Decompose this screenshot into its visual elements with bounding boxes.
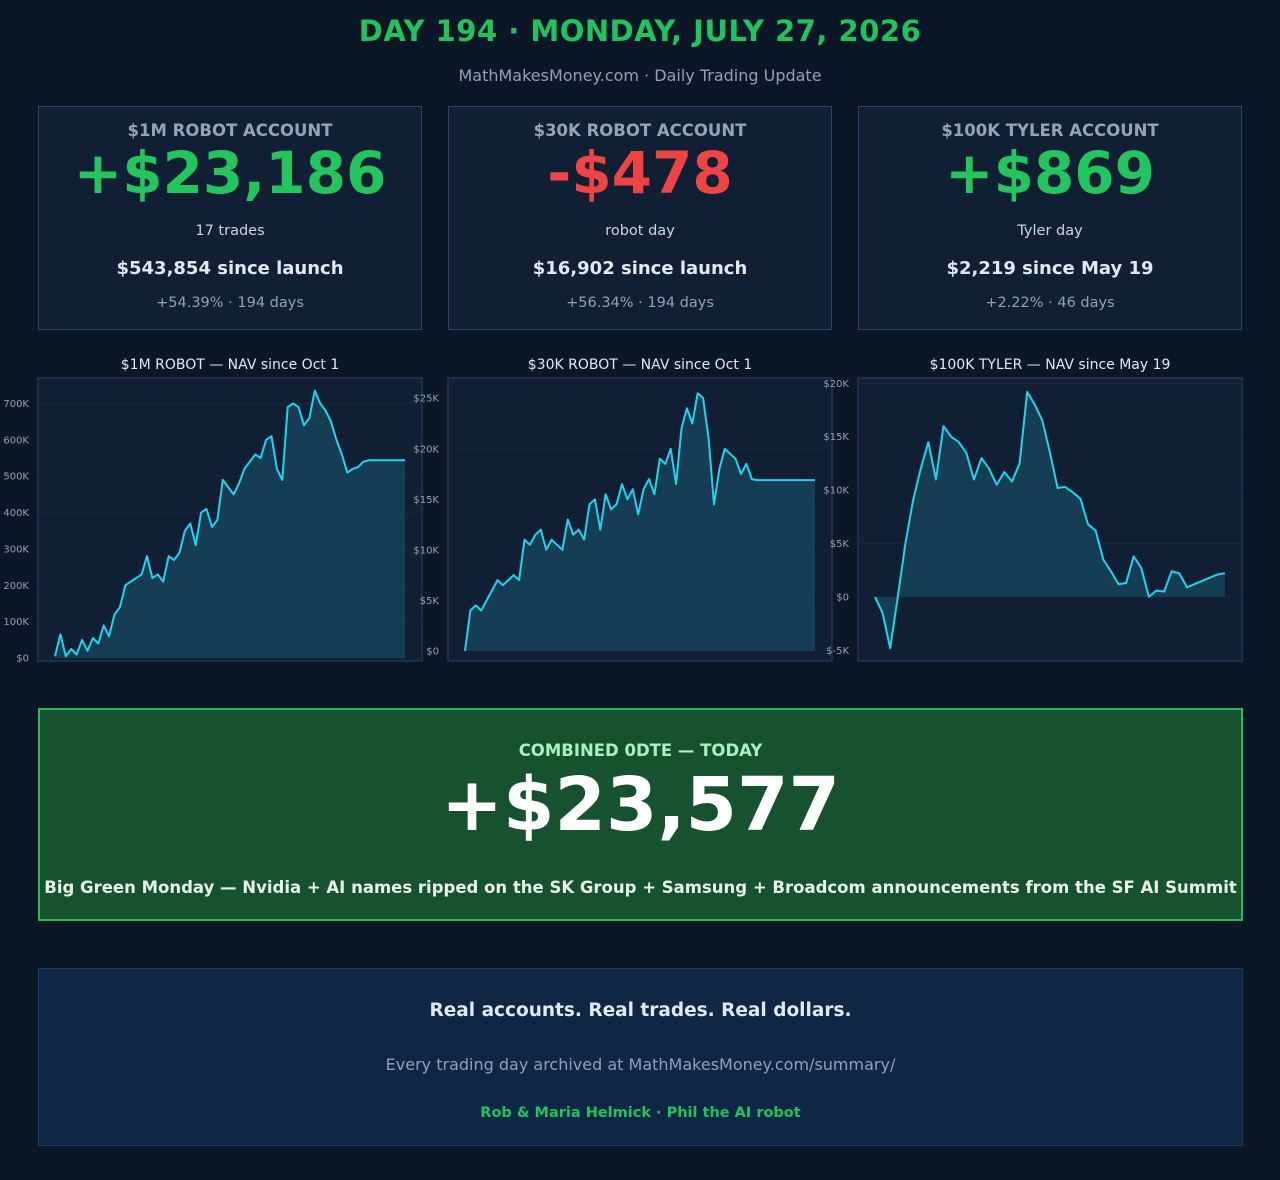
card-100k-tyler: $100K TYLER ACCOUNT +$869 Tyler day $2,2… [858, 106, 1242, 330]
y-tick-label: $0 [426, 646, 439, 657]
nav-area-fill [875, 391, 1225, 649]
card-account-name: $30K ROBOT ACCOUNT [533, 121, 747, 140]
nav-charts: $0 100K 200K 300K 400K 500K 600K 700K $0 $5K $10K $… [3, 377, 1243, 665]
footer-archive-link: Every trading day archived at MathMakesM… [385, 1055, 896, 1074]
y-tick-label: $20K [823, 379, 849, 390]
card-detail: Tyler day [1017, 223, 1083, 239]
combined-label: COMBINED 0DTE — TODAY [518, 741, 763, 760]
y-tick-label: $15K [413, 495, 439, 506]
y-tick-label: $5K [420, 596, 440, 607]
nav-series-line [874, 390, 1226, 650]
y-tick-label: $0 [16, 654, 29, 665]
y-tick-label: 700K [3, 399, 29, 410]
card-daily-pnl: -$478 [547, 139, 733, 207]
card-since-launch: $2,219 since May 19 [946, 258, 1154, 279]
y-tick-label: $10K [823, 486, 849, 497]
y-tick-label: 200K [3, 581, 29, 592]
footer-panel: Real accounts. Real trades. Real dollars… [38, 968, 1243, 1146]
footer-credits: Rob & Maria Helmick · Phil the AI robot [480, 1105, 801, 1121]
card-percent: +2.22% · 46 days [985, 295, 1115, 311]
card-detail: robot day [605, 223, 675, 239]
y-tick-label: 600K [3, 435, 29, 446]
y-tick-label: $10K [413, 545, 439, 556]
combined-value: +$23,577 [440, 762, 841, 848]
card-daily-pnl: +$23,186 [73, 139, 387, 207]
y-tick-label: $-5K [826, 646, 849, 657]
card-30k-robot: $30K ROBOT ACCOUNT -$478 robot day $16,9… [448, 106, 832, 330]
y-tick-label: 400K [3, 508, 29, 519]
y-tick-label: $15K [823, 432, 849, 443]
chart-title-30k-robot: $30K ROBOT — NAV since Oct 1 [527, 357, 753, 373]
y-tick-label: $5K [830, 539, 850, 550]
nav-area-fill [465, 393, 815, 651]
chart-title-100k-tyler: $100K TYLER — NAV since May 19 [929, 357, 1171, 373]
page-subtitle: MathMakesMoney.com · Daily Trading Updat… [458, 66, 822, 85]
card-since-launch: $543,854 since launch [116, 258, 344, 279]
nav-series-line [464, 392, 815, 652]
card-daily-pnl: +$869 [944, 139, 1156, 207]
card-detail: 17 trades [195, 223, 265, 239]
card-since-launch: $16,902 since launch [532, 258, 748, 279]
y-tick-label: $0 [836, 592, 849, 603]
y-tick-label: 300K [3, 544, 29, 555]
nav-area-fill [55, 390, 405, 659]
y-tick-label: $20K [413, 444, 439, 455]
card-percent: +56.34% · 194 days [566, 295, 714, 311]
card-1m-robot: $1M ROBOT ACCOUNT +$23,186 17 trades $54… [38, 106, 422, 330]
y-tick-label: 500K [3, 472, 29, 483]
card-account-name: $1M ROBOT ACCOUNT [127, 121, 333, 140]
chart-title-1m-robot: $1M ROBOT — NAV since Oct 1 [120, 357, 340, 373]
y-tick-label: 100K [3, 617, 29, 628]
y-tick-label: $25K [413, 394, 439, 405]
nav-series-line [54, 389, 405, 658]
combined-note: Big Green Monday — Nvidia + AI names rip… [44, 878, 1237, 897]
page-title: DAY 194 · MONDAY, JULY 27, 2026 [358, 14, 922, 48]
footer-tagline: Real accounts. Real trades. Real dollars… [429, 1000, 852, 1021]
card-account-name: $100K TYLER ACCOUNT [941, 121, 1159, 140]
combined-panel: COMBINED 0DTE — TODAY +$23,577 Big Green… [38, 708, 1243, 921]
card-percent: +54.39% · 194 days [156, 295, 304, 311]
